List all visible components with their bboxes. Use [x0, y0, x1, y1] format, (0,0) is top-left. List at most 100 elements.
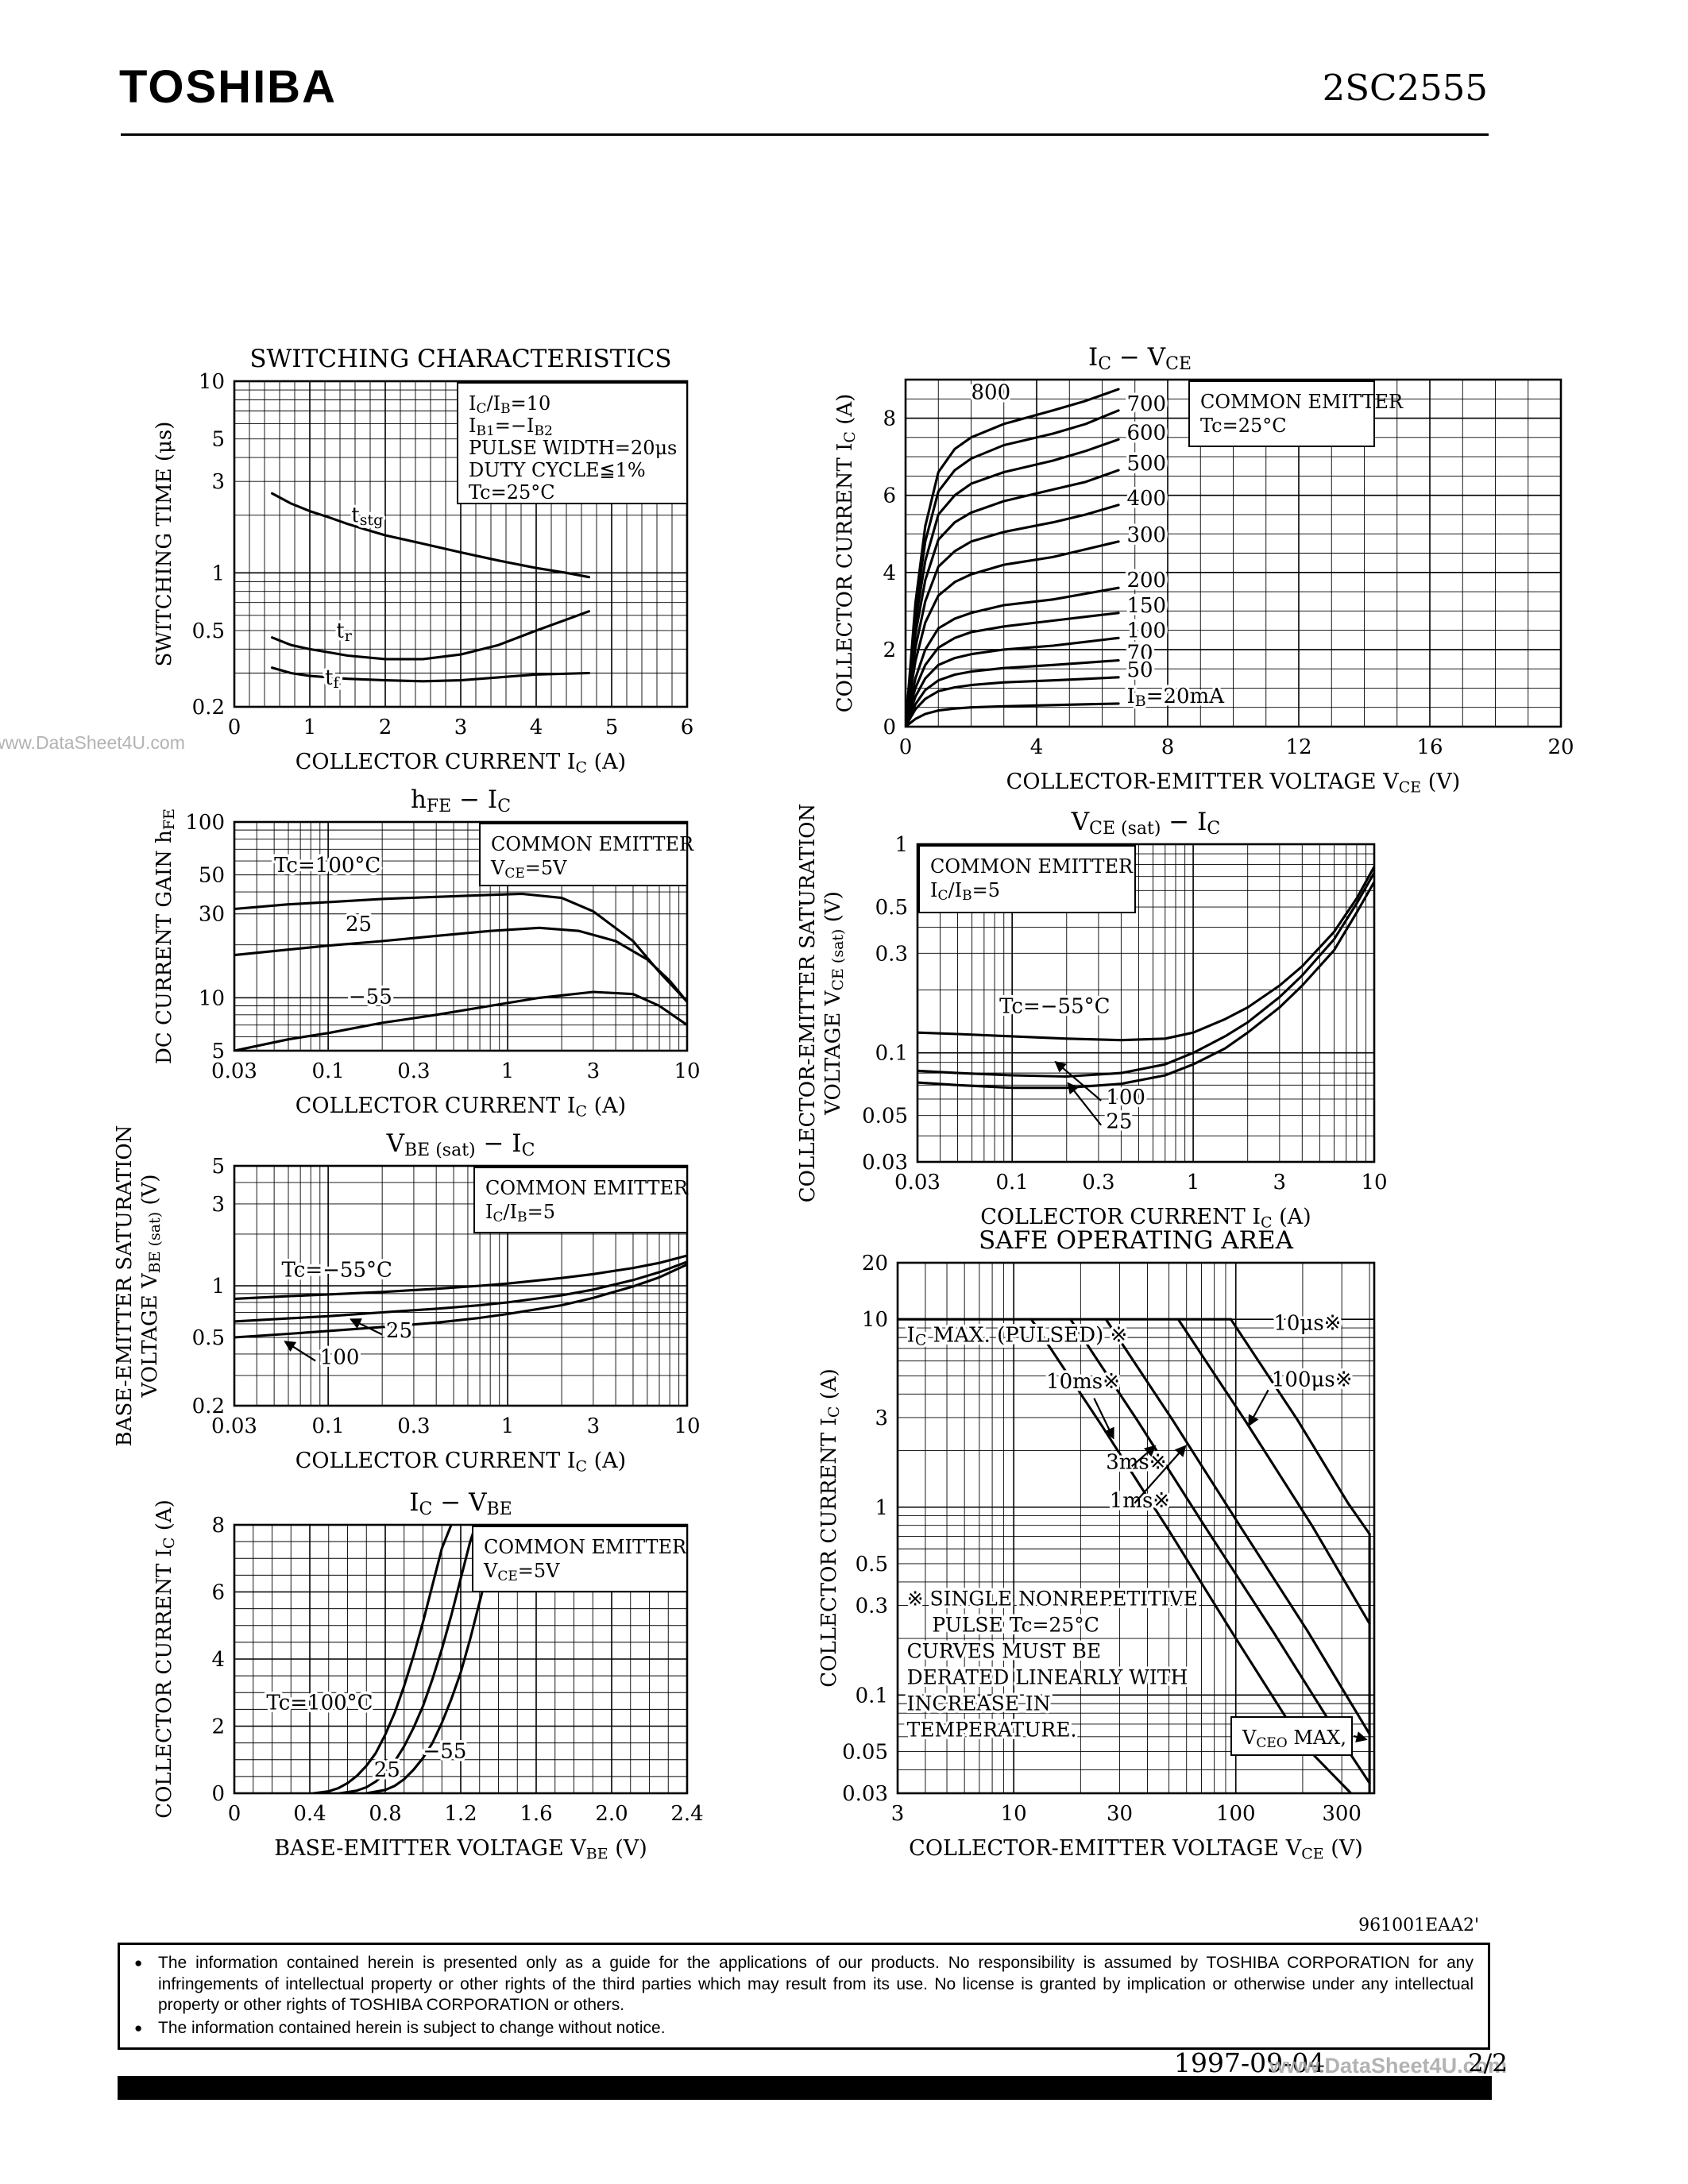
series-layer	[234, 892, 688, 1051]
svg-text:Tc=−55°C: Tc=−55°C	[999, 995, 1110, 1019]
legend-box	[457, 382, 688, 504]
svg-text:0.5: 0.5	[875, 896, 908, 920]
svg-text:0.3: 0.3	[1082, 1171, 1114, 1194]
svg-text:VCEO MAX,: VCEO MAX,	[1242, 1727, 1346, 1751]
svg-text:0.3: 0.3	[397, 1059, 430, 1083]
svg-text:10μs※: 10μs※	[1273, 1311, 1341, 1335]
svg-text:0.4: 0.4	[293, 1802, 326, 1826]
svg-text:10: 10	[1001, 1802, 1027, 1826]
bullet-icon: ●	[134, 1955, 143, 1970]
svg-text:0.2: 0.2	[192, 696, 225, 720]
svg-text:200: 200	[1126, 569, 1166, 592]
pointer-arrow	[350, 1318, 383, 1336]
svg-text:0.3: 0.3	[875, 942, 908, 966]
series-pulse-1ms	[1104, 1318, 1371, 1735]
pointer-arrow	[1131, 1445, 1157, 1468]
svg-text:DUTY CYCLE≦1%: DUTY CYCLE≦1%	[469, 459, 646, 481]
svg-text:0: 0	[211, 1782, 225, 1806]
svg-text:20: 20	[862, 1252, 888, 1275]
svg-text:1.6: 1.6	[520, 1802, 552, 1826]
svg-text:COMMON EMITTER: COMMON EMITTER	[484, 1536, 687, 1558]
svg-text:COLLECTOR-EMITTER VOLTAGE VC: COLLECTOR-EMITTER VOLTAGE VCE (V)	[909, 1836, 1363, 1862]
series-tc-m55	[234, 990, 688, 1051]
svg-text:1.2: 1.2	[444, 1802, 477, 1826]
disclaimer-item: ● The information contained herein is sub…	[134, 2018, 1474, 2039]
svg-text:5: 5	[211, 1155, 225, 1179]
disclaimer-text: The information contained herein is pres…	[158, 1954, 1474, 2015]
svg-text:3: 3	[454, 716, 468, 739]
disclaimer-text: The information contained herein is subj…	[158, 2018, 666, 2037]
svg-text:0.3: 0.3	[856, 1594, 888, 1618]
svg-text:0: 0	[883, 716, 896, 739]
svg-text:1: 1	[1187, 1171, 1200, 1194]
series-ib-300	[905, 540, 1120, 727]
svg-text:5: 5	[605, 716, 619, 739]
toshiba-logo: TOSHIBA	[119, 61, 337, 113]
series-tc-m55	[234, 1254, 688, 1300]
svg-text:TEMPERATURE.: TEMPERATURE.	[907, 1718, 1077, 1741]
svg-text:5: 5	[211, 428, 225, 452]
series-t-f	[270, 666, 591, 683]
pointer-arrow	[1248, 1389, 1269, 1427]
svg-text:25: 25	[1106, 1110, 1132, 1134]
svg-text:25: 25	[374, 1758, 400, 1782]
chart-switching-time: 0 1 2 3 4 5 6 10 5 3 1 0.5 0.2 SWITCHING CHARACTERIST…	[153, 345, 693, 776]
series-layer	[905, 388, 1120, 727]
svg-text:VBE (sat) − IC: VBE (sat) − IC	[386, 1129, 535, 1160]
svg-text:hFE − IC: hFE − IC	[411, 785, 511, 816]
series-tc-100	[234, 892, 688, 1003]
svg-text:10ms※: 10ms※	[1046, 1370, 1120, 1394]
svg-text:COMMON EMITTER: COMMON EMITTER	[485, 1177, 689, 1199]
svg-text:10: 10	[199, 986, 225, 1010]
svg-text:0.1: 0.1	[311, 1414, 344, 1438]
svg-text:1: 1	[894, 833, 908, 857]
svg-text:0: 0	[228, 716, 241, 739]
svg-text:COMMON EMITTER: COMMON EMITTER	[491, 833, 694, 855]
series-ib-50	[905, 676, 1120, 727]
pointer-arrow	[1093, 1398, 1114, 1440]
svg-text:2.0: 2.0	[595, 1802, 628, 1826]
legend-box	[1188, 380, 1375, 447]
svg-text:300: 300	[1126, 523, 1166, 547]
svg-text:0.05: 0.05	[862, 1105, 908, 1129]
watermark-bottom: www.DataSheet4U.com	[1269, 2054, 1508, 2078]
svg-text:VCE=5V: VCE=5V	[490, 857, 567, 882]
svg-text:3: 3	[211, 470, 225, 494]
footer-date: 1997-09-04	[1174, 2047, 1326, 2078]
legend-box	[472, 1526, 688, 1592]
svg-text:20: 20	[1547, 735, 1574, 759]
svg-text:tf: tf	[325, 666, 340, 692]
svg-text:Tc=25°C: Tc=25°C	[1200, 415, 1287, 437]
svg-text:0.03: 0.03	[862, 1151, 908, 1175]
svg-text:70: 70	[1126, 642, 1153, 666]
svg-text:IC/IB=5: IC/IB=5	[930, 879, 1000, 904]
svg-text:COMMON EMITTER: COMMON EMITTER	[930, 855, 1134, 878]
svg-text:4: 4	[211, 1648, 225, 1672]
pointer-arrow	[1054, 1060, 1102, 1102]
svg-text:8: 8	[211, 1514, 225, 1538]
watermark-left: www.DataSheet4U.com	[0, 732, 185, 753]
svg-text:IC/IB=5: IC/IB=5	[485, 1201, 555, 1225]
svg-text:3ms※: 3ms※	[1106, 1450, 1166, 1474]
disclaimer-box: ● The information contained herein is pre…	[118, 1943, 1490, 2050]
svg-text:Tc=−55°C: Tc=−55°C	[281, 1259, 392, 1283]
svg-text:PULSE WIDTH=20μs: PULSE WIDTH=20μs	[469, 437, 677, 459]
svg-text:IC MAX. (PULSED) ※: IC MAX. (PULSED) ※	[907, 1323, 1128, 1349]
svg-text:0.03: 0.03	[211, 1059, 257, 1083]
svg-text:※ SINGLE NONREPETITIVE: ※ SINGLE NONREPETITIVE	[907, 1587, 1198, 1610]
svg-text:100: 100	[1126, 619, 1166, 642]
svg-text:5: 5	[211, 1040, 225, 1063]
series-ib-70	[905, 658, 1120, 727]
svg-text:IB1=−IB2: IB1=−IB2	[469, 415, 553, 439]
svg-text:CURVES MUST BE: CURVES MUST BE	[907, 1639, 1102, 1662]
svg-text:COLLECTOR CURRENT IC (A): COLLECTOR CURRENT IC (A)	[295, 1094, 626, 1120]
svg-text:8: 8	[883, 407, 896, 431]
svg-text:50: 50	[1126, 658, 1153, 682]
part-number: 2SC2555	[1322, 67, 1488, 109]
svg-text:600: 600	[1126, 421, 1166, 445]
svg-text:0.5: 0.5	[856, 1553, 888, 1576]
svg-text:300: 300	[1322, 1802, 1362, 1826]
svg-text:4: 4	[883, 561, 896, 585]
svg-text:VOLTAGE VBE (sat) (V): VOLTAGE VBE (sat) (V)	[138, 1174, 164, 1398]
